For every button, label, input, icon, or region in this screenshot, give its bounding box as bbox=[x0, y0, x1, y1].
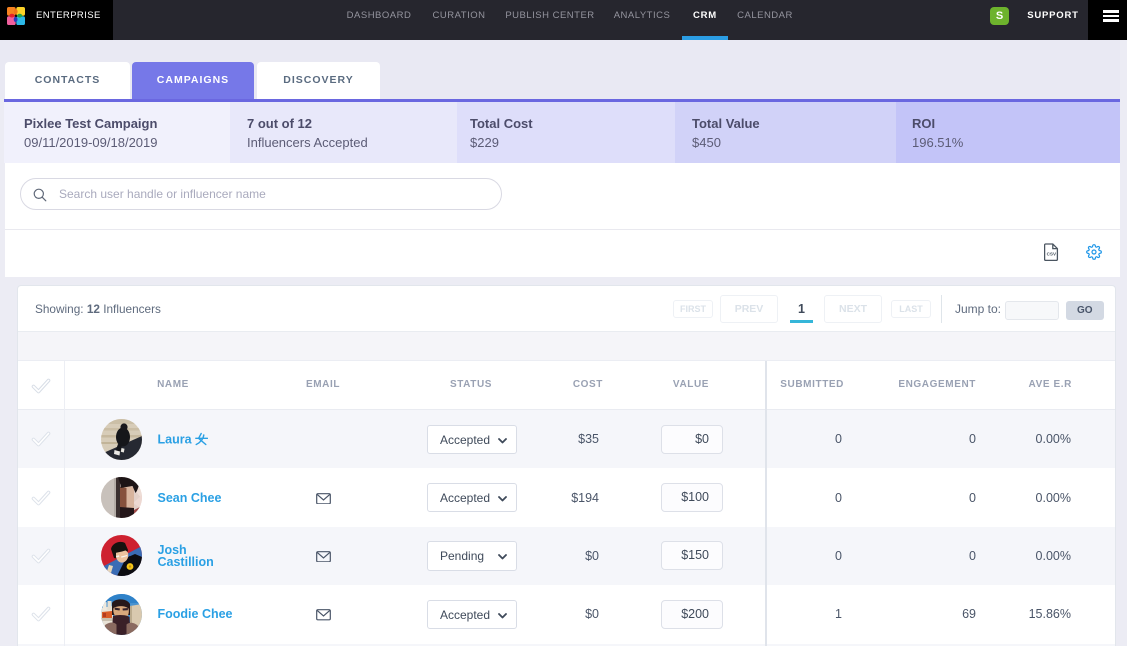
svg-text:CSV: CSV bbox=[1047, 252, 1057, 257]
